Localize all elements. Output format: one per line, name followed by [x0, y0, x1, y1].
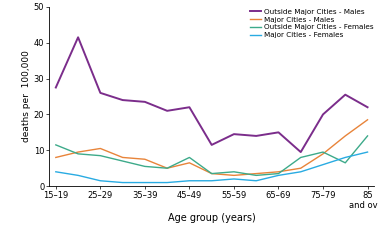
Major Cities - Females [343, 156, 347, 159]
Major Cities - Males [365, 118, 370, 121]
Outside Major Cities - Females [76, 153, 81, 155]
Major Cities - Males [187, 161, 192, 164]
Major Cities - Males [232, 174, 236, 177]
Major Cities - Males [120, 156, 125, 159]
Outside Major Cities - Males [254, 135, 259, 137]
Outside Major Cities - Males [54, 86, 58, 89]
Major Cities - Females [165, 181, 169, 184]
Outside Major Cities - Females [365, 135, 370, 137]
Outside Major Cities - Females [54, 143, 58, 146]
Line: Major Cities - Females: Major Cities - Females [56, 152, 367, 183]
Outside Major Cities - Males [232, 133, 236, 136]
Major Cities - Males [299, 167, 303, 170]
Major Cities - Females [209, 179, 214, 182]
Major Cities - Females [143, 181, 147, 184]
Outside Major Cities - Males [76, 36, 81, 39]
Outside Major Cities - Males [299, 151, 303, 153]
Outside Major Cities - Males [98, 91, 102, 94]
Major Cities - Females [276, 174, 281, 177]
Major Cities - Males [54, 156, 58, 159]
Outside Major Cities - Females [254, 174, 259, 177]
Major Cities - Females [365, 151, 370, 153]
Major Cities - Females [232, 178, 236, 180]
Major Cities - Males [276, 170, 281, 173]
Major Cities - Males [209, 172, 214, 175]
Major Cities - Females [98, 179, 102, 182]
Outside Major Cities - Males [120, 99, 125, 101]
Outside Major Cities - Females [209, 172, 214, 175]
X-axis label: Age group (years): Age group (years) [168, 213, 256, 223]
Major Cities - Females [299, 170, 303, 173]
Line: Outside Major Cities - Females: Outside Major Cities - Females [56, 136, 367, 175]
Outside Major Cities - Females [98, 154, 102, 157]
Major Cities - Females [120, 181, 125, 184]
Major Cities - Females [187, 179, 192, 182]
Outside Major Cities - Females [165, 167, 169, 170]
Outside Major Cities - Males [321, 113, 325, 116]
Outside Major Cities - Females [143, 165, 147, 168]
Outside Major Cities - Females [120, 160, 125, 162]
Outside Major Cities - Males [165, 109, 169, 112]
Major Cities - Females [254, 179, 259, 182]
Outside Major Cities - Males [276, 131, 281, 134]
Y-axis label: deaths per  100,000: deaths per 100,000 [22, 51, 31, 142]
Major Cities - Males [343, 135, 347, 137]
Outside Major Cities - Females [187, 156, 192, 159]
Outside Major Cities - Males [143, 101, 147, 103]
Outside Major Cities - Males [365, 106, 370, 109]
Outside Major Cities - Females [299, 156, 303, 159]
Outside Major Cities - Males [209, 143, 214, 146]
Line: Outside Major Cities - Males: Outside Major Cities - Males [56, 37, 367, 152]
Line: Major Cities - Males: Major Cities - Males [56, 120, 367, 175]
Outside Major Cities - Males [187, 106, 192, 109]
Major Cities - Males [165, 167, 169, 170]
Legend: Outside Major Cities - Males, Major Cities - Males, Outside Major Cities - Femal: Outside Major Cities - Males, Major Citi… [250, 9, 374, 38]
Outside Major Cities - Males [343, 93, 347, 96]
Major Cities - Males [254, 172, 259, 175]
Major Cities - Males [143, 158, 147, 161]
Outside Major Cities - Females [343, 161, 347, 164]
Major Cities - Females [321, 163, 325, 166]
Outside Major Cities - Females [276, 172, 281, 175]
Outside Major Cities - Females [321, 151, 325, 153]
Major Cities - Females [54, 170, 58, 173]
Outside Major Cities - Females [232, 170, 236, 173]
Major Cities - Females [76, 174, 81, 177]
Major Cities - Males [98, 147, 102, 150]
Major Cities - Males [321, 153, 325, 155]
Major Cities - Males [76, 151, 81, 153]
